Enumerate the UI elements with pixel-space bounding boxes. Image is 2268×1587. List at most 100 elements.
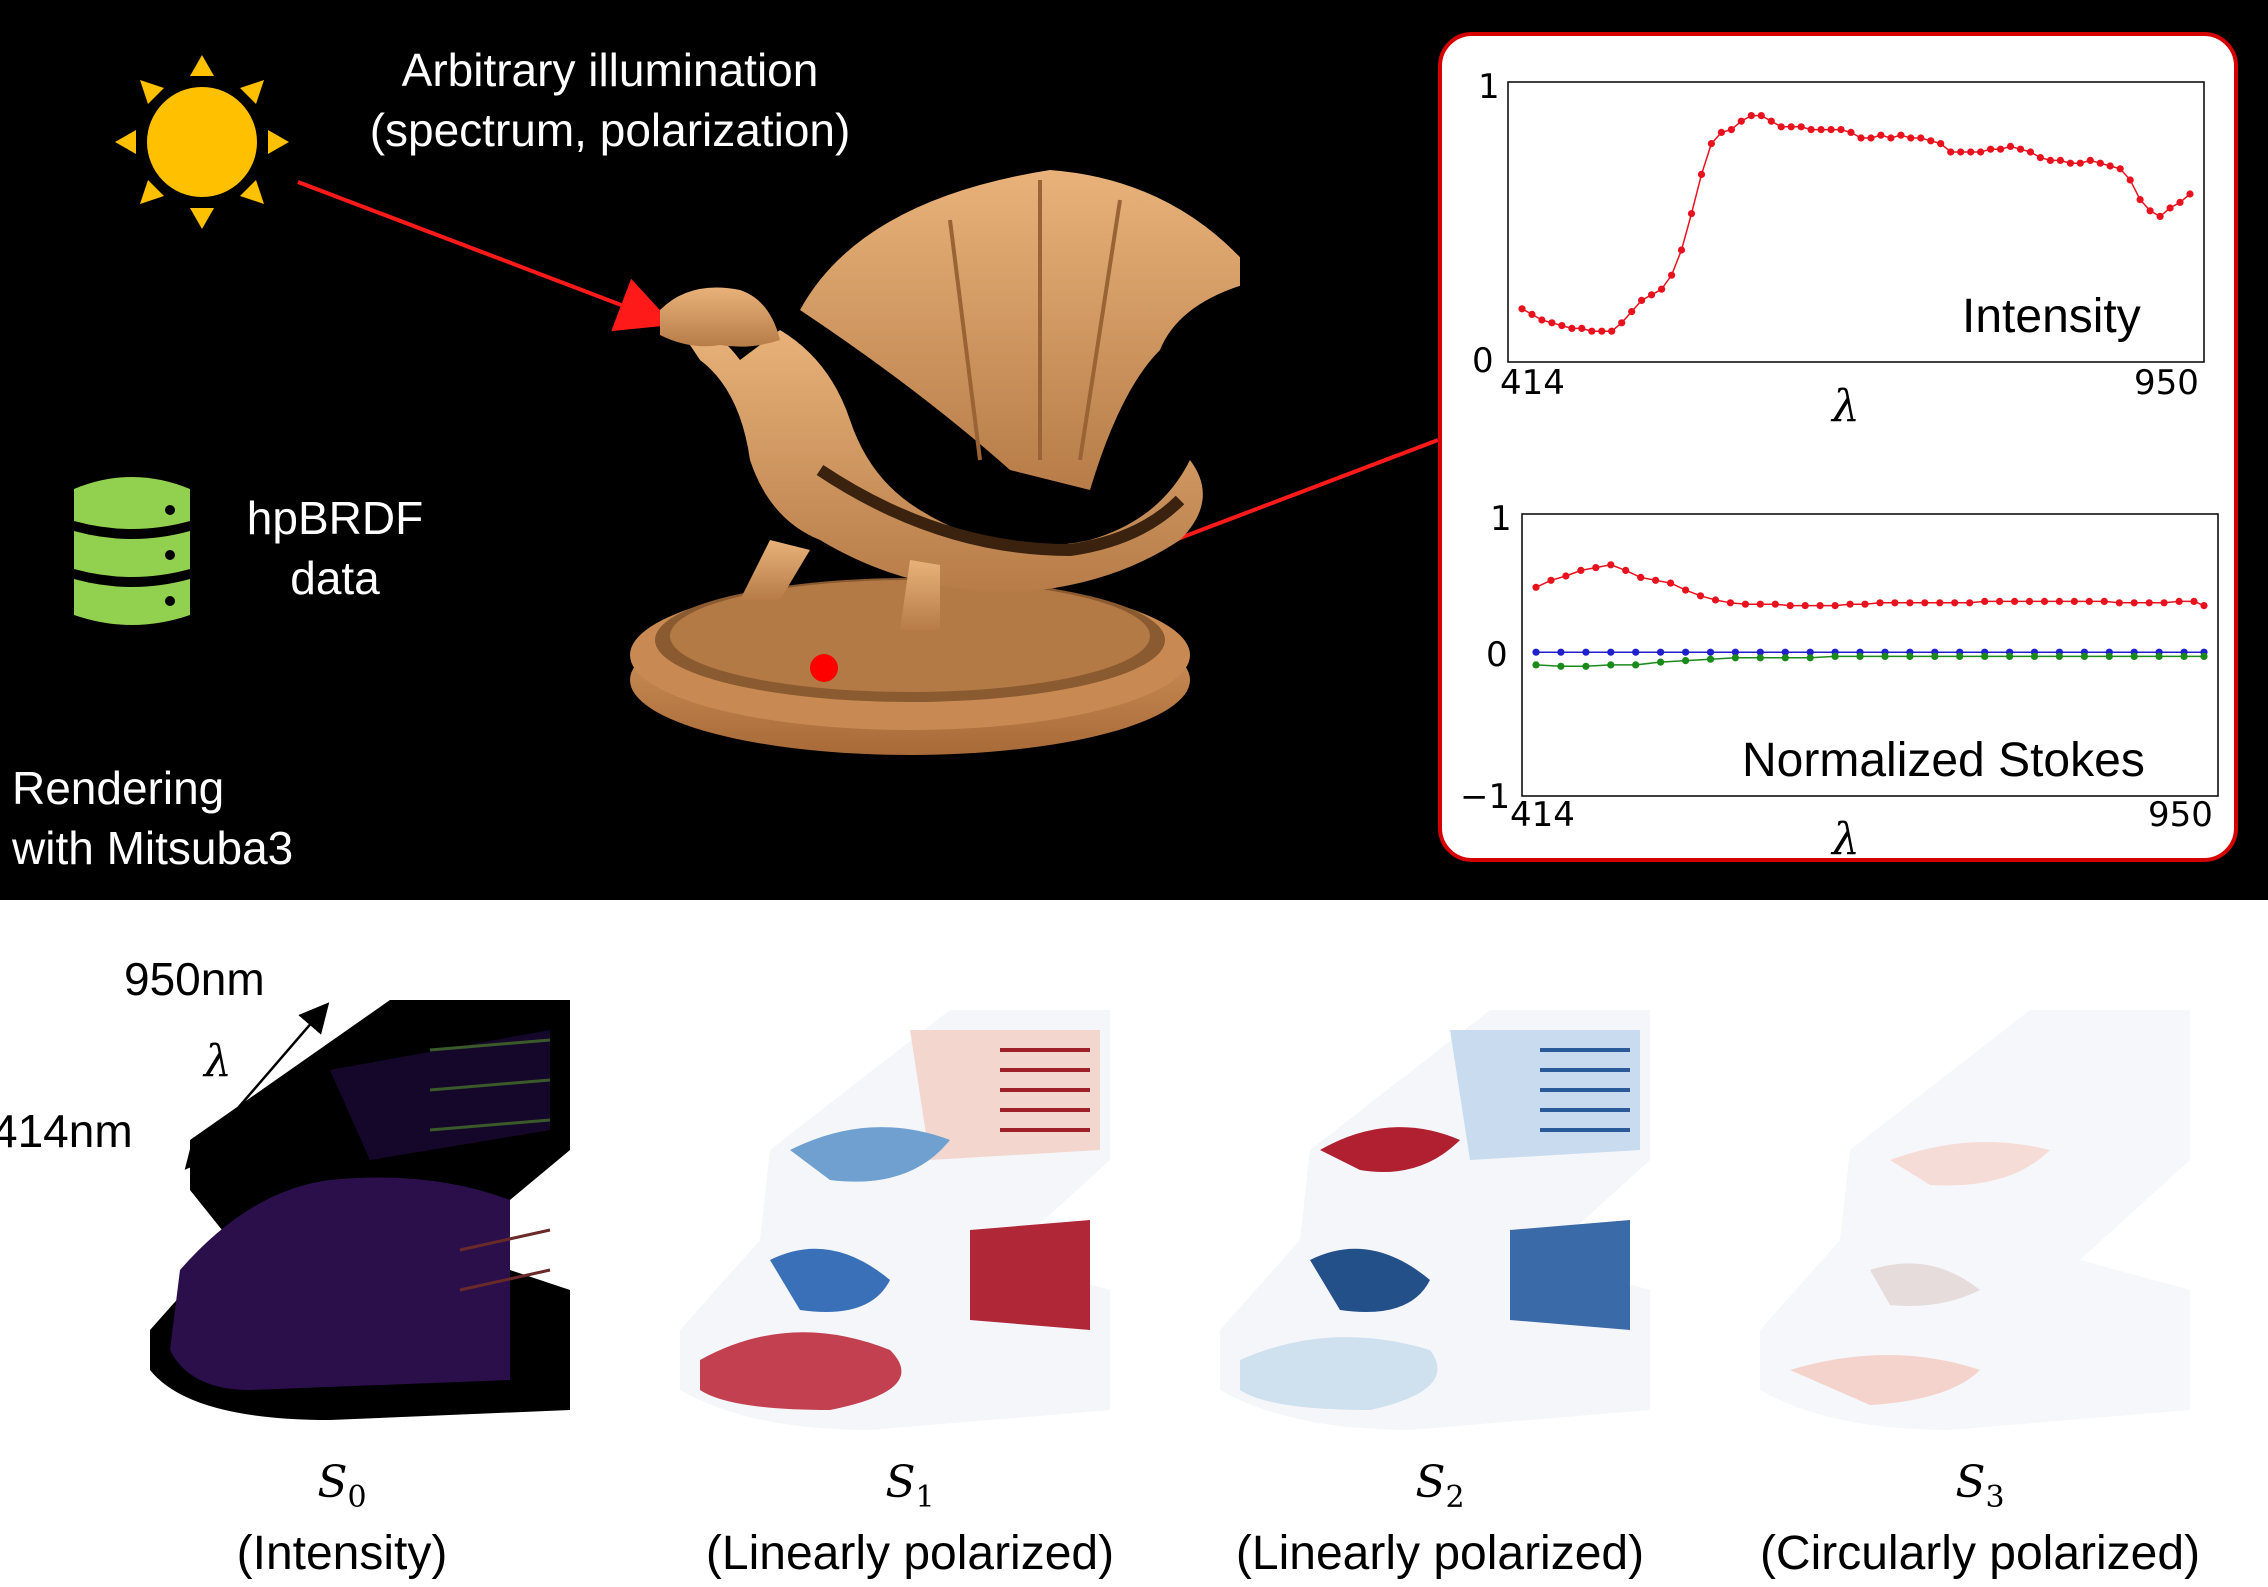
intensity-series-0-point [1947,148,1955,156]
dragon-render [630,170,1240,755]
rendering-label-line2: with Mitsuba3 [12,822,294,874]
intensity-series-0-point [1677,246,1686,254]
stokes-series-2-line [1535,655,2204,668]
intensity-series-0-point [1568,324,1576,332]
intensity-series-0-point [1658,285,1666,293]
stokes-series-0-point [1906,599,1914,607]
stokes-series-0-point [2115,599,2123,607]
stokes-series-2-point [1532,661,1540,669]
stokes-series-0-point [1876,599,1884,607]
intensity-series-0-point [2166,204,2174,212]
stokes-series-2-point [1657,658,1665,666]
s0-caption: S0 (Intensity) [192,1455,492,1582]
stokes-series-2-point [1856,652,1864,660]
stokes-series-0-point [1996,597,2004,605]
stokes-series-0-point [2025,597,2034,605]
stack-lambda-symbol: λ [202,1036,232,1087]
stokes-series-2-point [1682,657,1690,665]
stokes-series-1-point [1557,648,1565,656]
s3-symbol: S3 [1955,1457,2005,1515]
intensity-series-0-point [1538,316,1546,324]
stokes-series-1-point [1706,648,1715,656]
stokes-series-0-point [1726,599,1734,607]
intensity-series-0-point [1727,126,1735,134]
intensity-series-0-point [2126,176,2134,184]
intensity-series-0-point [1797,123,1805,131]
stokes-series-2-point [1607,661,1615,669]
stokes-ytick-neg1: −1 [1460,777,1510,817]
stokes-series-2-point [1557,662,1565,670]
intensity-series-0-point [2176,198,2184,206]
stokes-series-0-point [1831,602,1839,610]
stokes-series-0-point [1756,600,1764,608]
s2-caption: S2 (Linearly polarized) [1210,1455,1670,1582]
stokes-series-0-point [1667,579,1675,587]
intensity-series-0-point [1867,134,1875,142]
intensity-series-0-point [1618,319,1626,327]
intensity-series-0-point [1737,117,1745,125]
intensity-series-0-point [1967,148,1975,156]
stack-top-wavelength: 950nm [124,953,265,1005]
intensity-series-0-point [1787,123,1795,131]
pixel-spectrum-panel: 1 0 414 950 λ Intensity 1 0 −1 414 950 λ… [1438,32,2238,865]
stokes-series-2-point [2200,652,2208,660]
stokes-series-0-point [1951,599,1959,607]
intensity-plot: 1 0 414 950 λ Intensity [1472,67,2205,432]
s3-caption-text: (Circularly polarized) [1759,1526,2201,1580]
stokes-series-2-point [1756,654,1764,662]
intensity-series-0-point [2096,159,2104,167]
stokes-series-1-point [1806,648,1814,656]
intensity-series-0-point [2106,162,2114,170]
intensity-series-0-point [2066,159,2074,167]
intensity-series-0-point [2026,148,2035,156]
stokes-series-2-point [2155,652,2163,660]
stokes-series-2-point [2130,652,2138,660]
intensity-series-0-point [1687,210,1696,218]
intensity-series-0-point [1907,134,1915,142]
intensity-ytick-1: 1 [1478,67,1500,107]
stokes-series-2-point [2030,652,2039,660]
hpbrdf-label-line2: data [290,552,380,604]
stokes-series-0-point [1786,602,1794,610]
intensity-series-0-point [1847,128,1855,136]
stokes-series-2-point [2006,652,2014,660]
intensity-series-0-point [1887,134,1895,142]
stokes-series-0-point [1577,566,1585,574]
intensity-series-label: Intensity [1962,290,2141,343]
stokes-series-1-point [1781,648,1789,656]
stokes-series-2-point [1956,652,1964,660]
stokes-series-1-point [1532,648,1540,656]
stokes-series-0-point [1846,600,1854,608]
s3-stack-image [1760,1010,2190,1430]
hpbrdf-label-line1: hpBRDF [246,492,424,544]
intensity-series-0-point [2076,159,2084,167]
stokes-plot-frame [1521,513,2219,797]
s0-symbol: S0 [317,1457,367,1515]
intensity-series-0-point [1717,128,1725,136]
stokes-series-0-point [1592,564,1600,572]
intensity-series-0-point [1558,322,1566,330]
intensity-series-0-point [1827,126,1835,134]
intensity-series-0-point [1837,126,1845,134]
stokes-series-0-point [2130,599,2138,607]
stokes-series-0-point [2085,597,2093,605]
s0-caption-text: (Intensity) [236,1526,448,1580]
stokes-series-0-point [1981,597,1989,605]
intensity-series-0-point [1528,310,1536,318]
intensity-series-0-point [1697,170,1706,178]
stokes-ytick-0: 0 [1486,635,1508,675]
stokes-series-0-point [2011,597,2019,605]
stokes-series-2-point [1881,652,1889,660]
intensity-series-0-point [1598,327,1606,335]
intensity-series-group [1518,112,2194,335]
intensity-series-0-point [1997,145,2005,153]
stokes-series-1-point [1607,648,1615,656]
stokes-series-1-point [1756,648,1764,656]
illumination-title: Arbitrary illumination [401,44,819,96]
intensity-series-0-point [2136,196,2144,204]
stokes-series-0-point [2160,599,2168,607]
stokes-series-0-point [2200,602,2208,610]
stokes-series-0-point [1637,573,1645,581]
stokes-ytick-1: 1 [1490,499,1512,539]
stokes-series-2-point [2105,652,2113,660]
